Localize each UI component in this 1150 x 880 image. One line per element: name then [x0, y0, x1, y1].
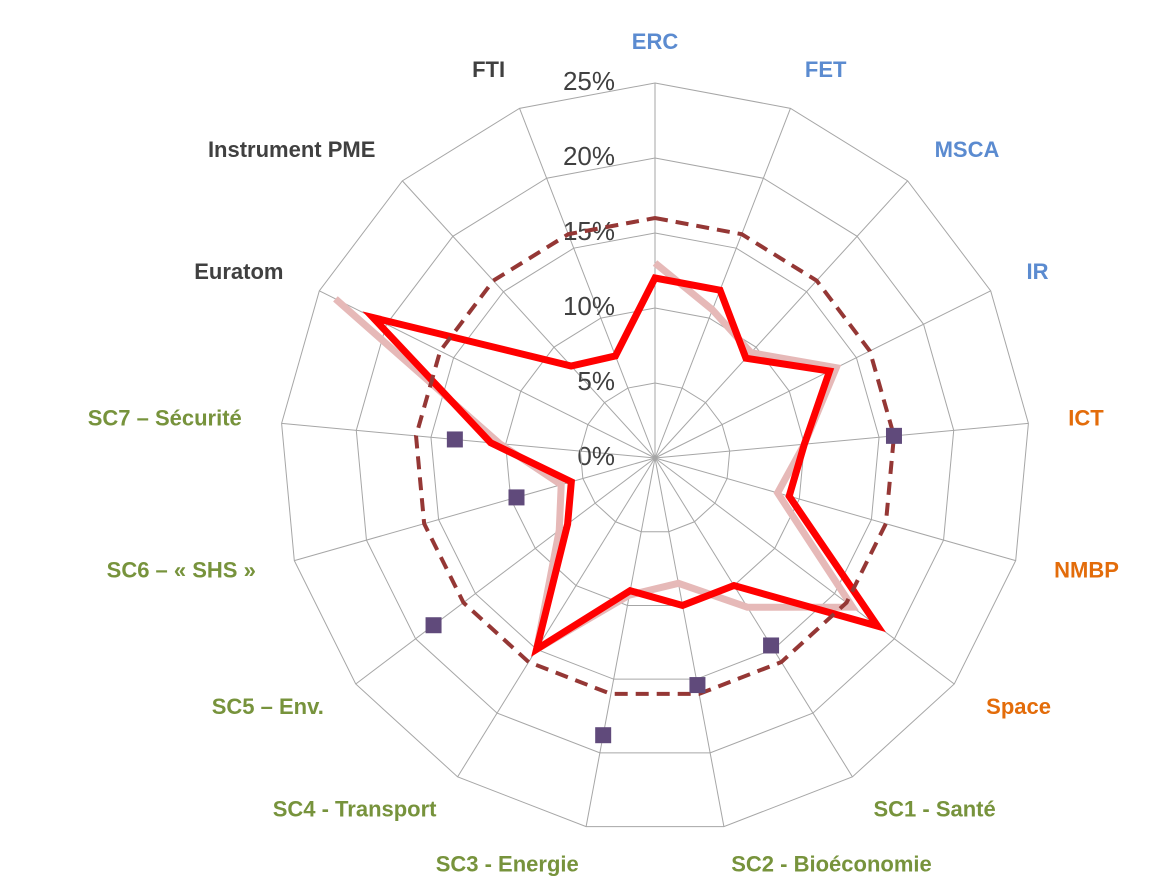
spoke — [654, 457, 725, 827]
y-tick-label: 0% — [577, 441, 615, 471]
marker — [446, 431, 463, 448]
marker — [595, 727, 612, 744]
spoke — [654, 457, 955, 685]
spoke — [654, 457, 1016, 562]
spoke — [281, 422, 656, 459]
spoke — [654, 457, 853, 778]
series-line — [333, 260, 859, 657]
category-label: SC4 - Transport — [273, 797, 437, 822]
category-label: SC1 - Santé — [873, 797, 995, 822]
spoke — [294, 457, 656, 562]
category-label: ERC — [632, 29, 679, 54]
marker — [508, 489, 525, 506]
marker — [763, 637, 780, 654]
grid-ring — [430, 232, 880, 680]
spoke — [654, 422, 1029, 459]
y-tick-label: 20% — [563, 141, 615, 171]
marker — [885, 427, 902, 444]
spoke — [401, 180, 656, 459]
category-label: FTI — [472, 57, 505, 82]
spoke — [585, 457, 656, 827]
marker — [689, 677, 706, 694]
series-line — [413, 215, 897, 696]
category-label: SC3 - Energie — [436, 852, 579, 877]
marker — [425, 617, 442, 634]
grid-ring — [579, 382, 731, 533]
spoke — [654, 180, 909, 459]
spoke — [654, 290, 991, 459]
spoke — [654, 108, 791, 459]
category-label: IR — [1026, 259, 1048, 284]
spoke — [457, 457, 656, 778]
grid-ring — [505, 307, 805, 606]
spoke — [519, 108, 656, 459]
category-label: FET — [805, 57, 847, 82]
category-label: Space — [986, 694, 1051, 719]
grid-ring — [355, 157, 955, 754]
y-tick-label: 25% — [563, 66, 615, 96]
category-label: Instrument PME — [208, 137, 375, 162]
category-label: Euratom — [194, 259, 283, 284]
spoke — [355, 457, 656, 685]
series-line — [362, 274, 886, 657]
grid-ring — [281, 82, 1029, 828]
category-label: MSCA — [935, 137, 1000, 162]
category-label: SC7 – Sécurité — [88, 406, 242, 431]
y-tick-label: 10% — [563, 291, 615, 321]
category-label: SC6 – « SHS » — [107, 557, 256, 582]
category-label: NMBP — [1054, 557, 1119, 582]
category-label: SC5 – Env. — [212, 694, 324, 719]
y-tick-label: 5% — [577, 366, 615, 396]
category-label: SC2 - Bioéconomie — [731, 852, 931, 877]
category-label: ICT — [1068, 406, 1104, 431]
